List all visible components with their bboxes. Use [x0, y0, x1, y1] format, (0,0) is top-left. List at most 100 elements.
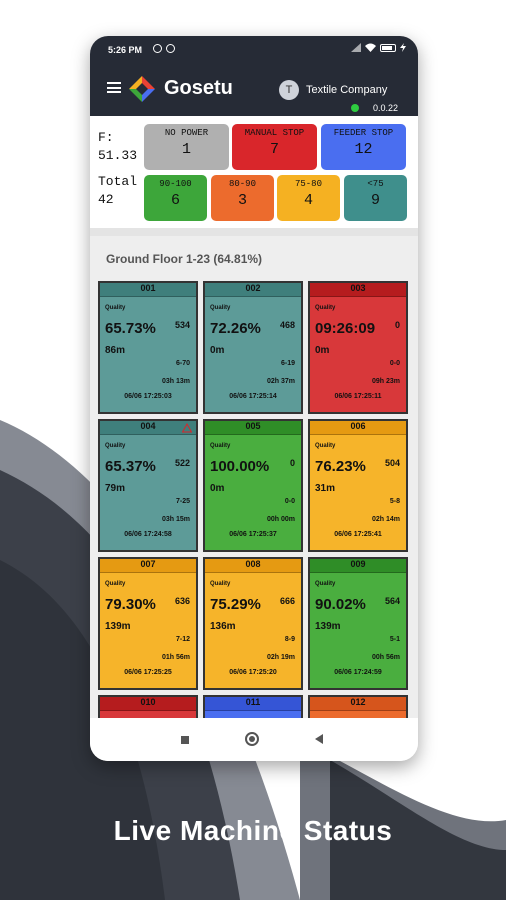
machine-length: 136m — [210, 621, 236, 632]
machine-timestamp: 06/06 17:25:14 — [229, 393, 277, 400]
back-button[interactable] — [315, 734, 323, 744]
box-count: 9 — [370, 192, 380, 209]
app-header: 5:26 PM Gosetu T Textile Company 0.0.22 — [90, 36, 418, 116]
machine-length: 139m — [105, 621, 131, 632]
floor-title: Ground Floor 1-23 (64.81%) — [106, 252, 263, 266]
machine-card[interactable]: 010 — [98, 695, 198, 718]
quality-label: Quality — [105, 581, 126, 587]
box-count: 7 — [269, 141, 279, 158]
machine-card[interactable]: 007 Quality 79.30% 636 139m 7-12 01h 56m 06/06 … — [98, 557, 198, 690]
box-count: 6 — [170, 192, 180, 209]
box-label: FEEDER STOP — [333, 128, 394, 138]
status-icons — [351, 43, 406, 52]
machine-duration: 02h 37m — [266, 378, 295, 385]
hamburger-menu-icon[interactable] — [107, 82, 121, 93]
box-label: 75-80 — [294, 179, 322, 189]
machine-quality-value: 65.73% — [105, 320, 156, 337]
machine-card[interactable]: 004 Quality 65.37% 522 79m 7-25 03h 15m 06/06 1… — [98, 419, 198, 552]
app-version: 0.0.22 — [373, 103, 399, 113]
notification-icon — [166, 44, 175, 53]
machine-number: 011 — [205, 697, 301, 711]
machine-number: 012 — [310, 697, 406, 711]
signal-icon — [351, 43, 361, 52]
range-filter-box[interactable]: 90-100 6 — [144, 175, 207, 221]
status-time: 5:26 PM — [108, 45, 143, 55]
f-label: F: — [98, 130, 114, 145]
machine-timestamp: 06/06 17:25:03 — [124, 393, 172, 400]
section-divider — [90, 228, 418, 236]
status-filter-box[interactable]: NO POWER 1 — [144, 124, 229, 170]
machine-number: 002 — [205, 283, 301, 297]
machine-count: 666 — [279, 596, 295, 606]
machine-number: 009 — [310, 559, 406, 573]
machine-range: 8-9 — [284, 636, 295, 643]
android-nav-bar — [90, 718, 418, 761]
machine-count: 468 — [279, 320, 295, 330]
machine-number: 004 — [100, 421, 196, 435]
machine-quality-value: 72.26% — [210, 320, 261, 337]
machine-card[interactable]: 001 Quality 65.73% 534 86m 6-70 03h 13m 06/06 1… — [98, 281, 198, 414]
phone-screen: 5:26 PM Gosetu T Textile Company 0.0.22 … — [90, 36, 418, 761]
machine-count: 564 — [384, 596, 400, 606]
machine-card[interactable]: 003 Quality 09:26:09 0 0m 0-0 09h 23m 06/06 17:… — [308, 281, 408, 414]
box-label: MANUAL STOP — [244, 128, 305, 138]
machine-range: 6-70 — [175, 360, 190, 367]
range-filter-box[interactable]: <75 9 — [344, 175, 407, 221]
wifi-icon — [365, 43, 376, 52]
machine-card[interactable]: 011 — [203, 695, 303, 718]
machine-list[interactable]: Ground Floor 1-23 (64.81%) 001 Quality 65.… — [90, 236, 418, 718]
charging-icon — [400, 43, 406, 52]
summary-panel: F: 51.33 Total 42 NO POWER 1 MANUAL STOP 7 F… — [90, 116, 418, 228]
machine-number: 005 — [205, 421, 301, 435]
machine-card[interactable]: 002 Quality 72.26% 468 0m 6-19 02h 37m 06/06 17… — [203, 281, 303, 414]
range-filter-box[interactable]: 80-90 3 — [211, 175, 274, 221]
machine-duration: 02h 14m — [371, 516, 400, 523]
company-name[interactable]: Textile Company — [306, 84, 388, 96]
machine-duration: 09h 23m — [371, 378, 400, 385]
machine-timestamp: 06/06 17:25:41 — [334, 531, 382, 538]
machine-range: 5-8 — [389, 498, 400, 505]
box-count: 12 — [354, 141, 373, 158]
machine-duration: 01h 56m — [161, 654, 190, 661]
box-count: 3 — [237, 192, 247, 209]
machine-count: 504 — [384, 458, 400, 468]
machine-length: 86m — [105, 345, 126, 356]
quality-label: Quality — [315, 581, 336, 587]
f-value: 51.33 — [98, 148, 138, 163]
machine-card[interactable]: 009 Quality 90.02% 564 139m 5-1 00h 56m 06/06 1… — [308, 557, 408, 690]
home-button[interactable] — [245, 732, 259, 746]
quality-label: Quality — [315, 443, 336, 449]
machine-card[interactable]: 006 Quality 76.23% 504 31m 5-8 02h 14m 06/06 17… — [308, 419, 408, 552]
machine-count: 636 — [174, 596, 190, 606]
total-value: 42 — [98, 192, 114, 207]
machine-card[interactable]: 005 Quality 100.00% 0 0m 0-0 00h 00m 06/06 17:2… — [203, 419, 303, 552]
machine-count: 0 — [394, 320, 400, 330]
machine-timestamp: 06/06 17:25:11 — [334, 393, 382, 400]
recents-button[interactable] — [181, 736, 189, 744]
quality-label: Quality — [210, 581, 231, 587]
machine-number: 001 — [100, 283, 196, 297]
machine-length: 0m — [210, 345, 225, 356]
machine-duration: 00h 56m — [371, 654, 400, 661]
machine-card[interactable]: 008 Quality 75.29% 666 136m 8-9 02h 19m 06/06 1… — [203, 557, 303, 690]
company-avatar[interactable]: T — [279, 80, 299, 100]
range-filter-box[interactable]: 75-80 4 — [277, 175, 340, 221]
machine-quality-value: 100.00% — [210, 458, 270, 475]
quality-label: Quality — [105, 443, 126, 449]
machine-count: 0 — [289, 458, 295, 468]
machine-quality-value: 75.29% — [210, 596, 261, 613]
machine-length: 139m — [315, 621, 341, 632]
machine-count: 522 — [174, 458, 190, 468]
machine-card[interactable]: 012 — [308, 695, 408, 718]
machine-duration: 02h 19m — [266, 654, 295, 661]
box-count: 4 — [303, 192, 313, 209]
quality-label: Quality — [210, 305, 231, 311]
machine-length: 79m — [105, 483, 126, 494]
warning-triangle-icon — [182, 423, 192, 433]
quality-label: Quality — [210, 443, 231, 449]
machine-timestamp: 06/06 17:25:37 — [229, 531, 277, 538]
tagline: Live Machine Status — [113, 815, 393, 846]
machine-length: 0m — [315, 345, 330, 356]
status-filter-box[interactable]: FEEDER STOP 12 — [321, 124, 406, 170]
status-filter-box[interactable]: MANUAL STOP 7 — [232, 124, 317, 170]
